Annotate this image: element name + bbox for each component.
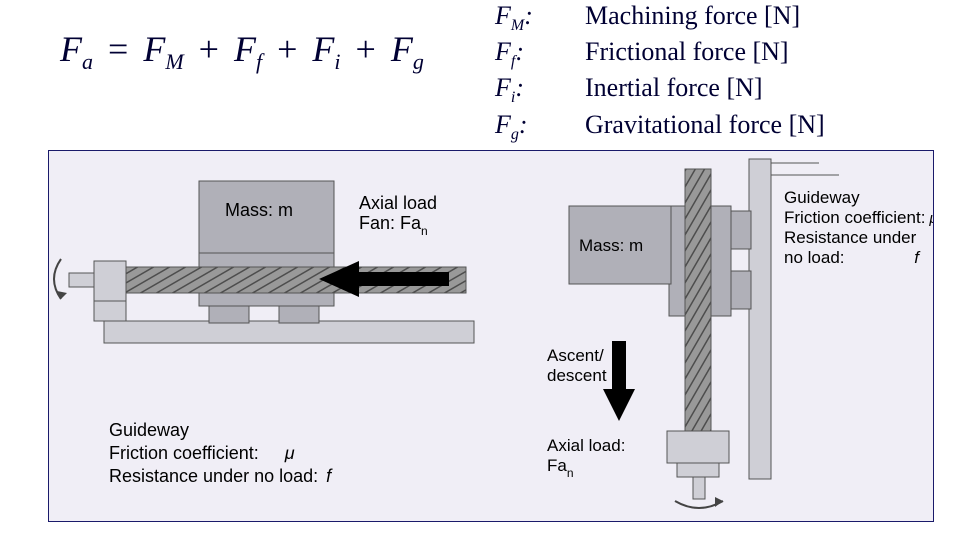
eq-plus-1: + — [193, 29, 225, 69]
legend-symbol: Ff: — [495, 36, 585, 72]
legend-row: Fg: Gravitational force [N] — [495, 109, 825, 145]
eq-term3-sym: F — [312, 29, 334, 69]
legend-row: Ff: Frictional force [N] — [495, 36, 825, 72]
eq-term4-sub: g — [413, 49, 424, 74]
eq-term2-sub: f — [256, 49, 262, 74]
eq-term1-sub: M — [165, 49, 183, 74]
eq-term2-sym: F — [234, 29, 256, 69]
guide-title-left: Guideway — [109, 420, 189, 440]
eq-lhs-sub: a — [82, 49, 93, 74]
eq-plus-3: + — [350, 29, 382, 69]
eq-lhs-sym: F — [60, 29, 82, 69]
guide-mu-right: Friction coefficient:μ — [784, 208, 933, 227]
guide-title-right: Guideway — [784, 188, 860, 207]
ballscrew-diagram: Mass: m Axial load Fan: Fan Guideway Fri… — [48, 150, 934, 522]
axial-label-left-1: Axial load — [359, 193, 437, 213]
legend-row: FM: Machining force [N] — [495, 0, 825, 36]
legend-row: Fi: Inertial force [N] — [495, 72, 825, 108]
force-equation: Fa = FM + Ff + Fi + Fg — [60, 28, 424, 75]
ascent-label-1: Ascent/ — [547, 346, 604, 365]
eq-plus-2: + — [271, 29, 303, 69]
guide-res-right-2: no load: — [784, 248, 845, 267]
axial-label-left-2: Fan: Fan — [359, 213, 428, 238]
eq-term1-sym: F — [143, 29, 165, 69]
force-legend: FM: Machining force [N] Ff: Frictional f… — [495, 0, 825, 145]
legend-desc: Machining force [N] — [585, 0, 800, 33]
mass-label-left: Mass: m — [225, 200, 293, 220]
legend-desc: Frictional force [N] — [585, 36, 789, 69]
axial-label-right-1: Axial load: — [547, 436, 625, 455]
legend-desc: Gravitational force [N] — [585, 109, 825, 142]
legend-symbol: Fg: — [495, 109, 585, 145]
guide-mu-left: Friction coefficient:μ — [109, 443, 295, 463]
legend-symbol: FM: — [495, 0, 585, 36]
guide-f-right: f — [914, 248, 921, 267]
eq-equals: = — [102, 29, 134, 69]
axial-label-right-2: Fan — [547, 456, 574, 480]
eq-term4-sym: F — [391, 29, 413, 69]
ascent-label-2: descent — [547, 366, 607, 385]
guide-f-left: Resistance under no load:f — [109, 466, 333, 486]
diagram-svg: Mass: m Axial load Fan: Fan Guideway Fri… — [49, 151, 933, 521]
guide-res-right-1: Resistance under — [784, 228, 917, 247]
legend-symbol: Fi: — [495, 72, 585, 108]
mass-label-right: Mass: m — [579, 236, 643, 255]
eq-term3-sub: i — [334, 49, 340, 74]
legend-desc: Inertial force [N] — [585, 72, 763, 105]
